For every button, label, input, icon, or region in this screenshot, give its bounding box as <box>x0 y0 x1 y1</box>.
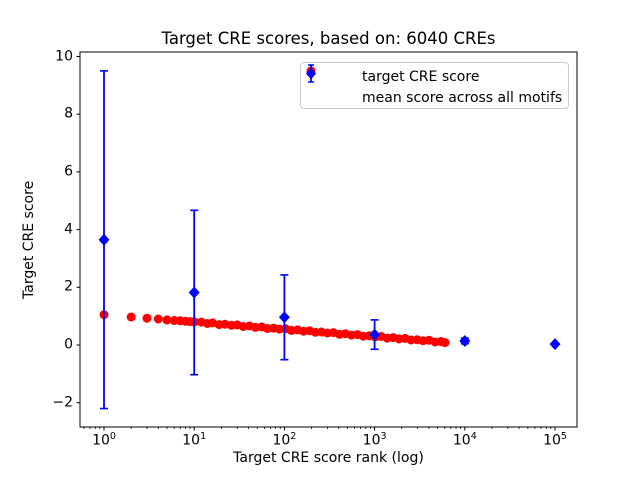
x-tick-label: 101 <box>182 431 207 449</box>
y-tick-label: 2 <box>64 278 73 295</box>
target-score-point <box>153 314 163 324</box>
mean-score-diamond <box>369 328 381 341</box>
x-tick-label: 102 <box>272 431 297 449</box>
target-score-point <box>440 338 450 348</box>
target-score-point <box>142 313 152 323</box>
axes-spines <box>79 51 578 428</box>
y-axis-label: Target CRE score <box>21 180 37 299</box>
y-tick-label: 6 <box>64 163 73 180</box>
legend-entry-mean: mean score across all motifs <box>301 64 568 108</box>
y-tick-label: −2 <box>52 394 73 411</box>
legend-label-target: target CRE score <box>362 68 480 85</box>
mean-score-diamond <box>278 311 290 324</box>
target-score-point <box>162 315 172 325</box>
x-tick-label: 103 <box>362 431 387 449</box>
x-axis-label: Target CRE score rank (log) <box>233 450 424 466</box>
mean-score-diamond <box>98 233 110 246</box>
x-tick-label: 105 <box>543 431 567 449</box>
y-tick-label: 8 <box>64 105 73 122</box>
legend-label-mean: mean score across all motifs <box>362 89 563 106</box>
legend: target CRE score mean score across all m… <box>300 62 569 109</box>
x-tick-label: 100 <box>92 431 116 449</box>
mean-score-diamond <box>188 286 200 299</box>
y-tick-label: 10 <box>55 48 73 65</box>
mean-score-diamond <box>549 338 561 351</box>
y-tick-label: 4 <box>64 221 73 238</box>
legend-entry-target: target CRE score <box>301 66 568 87</box>
target-score-point <box>126 312 136 322</box>
x-tick-label: 104 <box>452 431 477 449</box>
mean-score-diamond <box>459 335 471 347</box>
chart-title: Target CRE scores, based on: 6040 CREs <box>161 29 496 48</box>
y-tick-label: 0 <box>64 336 73 353</box>
